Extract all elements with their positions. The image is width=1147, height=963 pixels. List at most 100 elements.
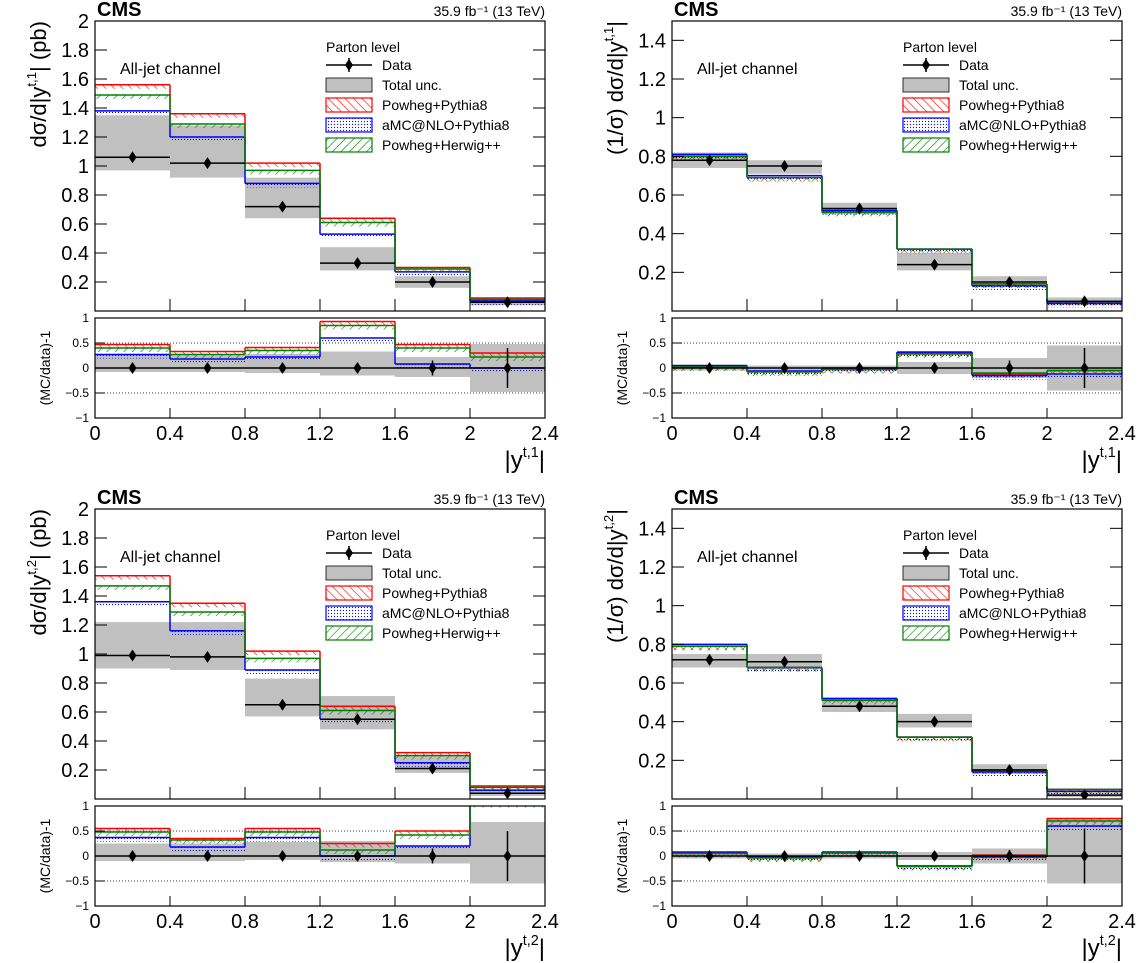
y-tick-label: 1 [78,156,89,178]
y-tick-label: 0.6 [638,673,666,695]
legend-entry: aMC@NLO+Pythia8 [325,117,510,133]
mc-band [95,84,170,89]
data-point [780,850,789,862]
legend-label: Data [959,57,989,73]
data-point [1080,362,1089,374]
legend-entry: Powheg+Herwig++ [325,625,501,641]
y-axis-label-part: | [603,21,628,27]
main-plot [672,152,1122,308]
mc-band [95,344,170,349]
y-tick-label: 1.4 [638,30,666,52]
y-tick-label: 2 [78,11,89,33]
y-axis-label-sup: t,1 [601,27,616,42]
mc-band [95,832,170,836]
ratio-y-tick-label: 1 [82,799,89,813]
mc-band [1047,826,1122,830]
legend-entry: Powheg+Herwig++ [902,625,1078,641]
y-axis-label-part: dσ/d|y [26,87,51,148]
x-axis-label: |yt,2| [505,933,545,962]
y-tick-label: 0.6 [61,214,89,236]
mc-band [95,585,170,590]
y-tick-label: 0.4 [61,731,89,753]
ratio-y-tick-label: 0 [659,361,666,375]
mc-band [245,828,320,833]
legend-label: Total unc. [959,77,1019,93]
ratio-y-tick-label: 0 [82,361,89,375]
x-tick-label: 2 [464,423,475,445]
x-axis-label: |yt,1| [505,445,545,474]
legend-label: aMC@NLO+Pythia8 [382,117,510,133]
y-tick-label: 0.2 [61,760,89,782]
legend-entry: aMC@NLO+Pythia8 [325,605,510,621]
y-tick-label: 1 [655,596,666,618]
mc-band [245,170,320,175]
x-axis-label-part: | [1116,935,1122,962]
data-point [930,715,939,728]
legend-title: Parton level [326,527,400,543]
y-axis-label: dσ/d|yt,2| (pb) [24,509,51,636]
ratio-y-tick-label: 0.5 [649,336,666,350]
mc-band [95,828,170,833]
y-tick-label: 1.2 [638,557,666,579]
luminosity-label: 35.9 fb⁻¹ (13 TeV) [434,491,545,507]
panel: 0.2 0.4 0.6 0.8 1 1.2 1.4 1.6 1.8 2 −1 −0.5 0 0.5 1 0 0.… [24,0,559,474]
mc-band [170,137,245,141]
ratio-y-tick-label: −0.5 [65,874,89,888]
ratio-y-tick-label: 1 [659,799,666,813]
ratio-plot [672,342,1122,394]
data-point [780,160,789,172]
x-tick-label: 0.4 [156,911,184,933]
ratio-y-tick-label: 0.5 [649,824,666,838]
mc-band [245,183,320,188]
mc-band [170,359,245,363]
x-axis-label-part: |y [1082,935,1100,962]
mc-band [245,350,320,355]
y-axis-label-part: | (pb) [26,21,51,72]
legend-symbol [922,547,930,559]
experiment-label: CMS [97,487,141,509]
legend-symbol [325,77,373,93]
legend-title: Parton level [326,39,400,55]
data-point [203,362,212,374]
mc-band [170,123,245,128]
x-tick-label: 1.2 [883,911,911,933]
x-tick-label: 2.4 [531,911,559,933]
legend-entry: Data [326,57,412,73]
x-tick-label: 1.6 [958,911,986,933]
mc-band [395,755,470,760]
mc-band [395,344,470,349]
legend-symbol [345,59,353,71]
x-tick-label: 1.6 [381,911,409,933]
mc-band [320,321,395,326]
legend-label: Total unc. [382,77,442,93]
legend-label: aMC@NLO+Pythia8 [959,117,1087,133]
mc-band [470,801,545,805]
mc-band [395,846,470,850]
legend-label: Powheg+Herwig++ [959,137,1078,153]
y-tick-label: 1.2 [638,69,666,91]
mc-band [320,843,395,848]
uncertainty-box [95,622,170,669]
mc-band [395,271,470,276]
x-tick-label: 0.8 [808,911,836,933]
x-tick-label: 1.6 [381,423,409,445]
ratio-y-tick-label: 1 [659,311,666,325]
x-tick-label: 1.2 [306,423,334,445]
ratio-y-tick-label: 0.5 [72,824,89,838]
x-tick-label: 0.4 [733,423,761,445]
mc-band [897,737,972,742]
legend-entry: Total unc. [902,565,1019,581]
legend-title: Parton level [903,527,977,543]
main-plot [672,643,1122,799]
legend-label: aMC@NLO+Pythia8 [959,605,1087,621]
mc-band [170,611,245,616]
mc-band [320,325,395,330]
legend-symbol [325,585,373,601]
mc-band [747,667,822,672]
y-tick-label: 1 [655,108,666,130]
mc-band [395,752,470,757]
ratio-y-tick-label: −0.5 [65,386,89,400]
y-tick-label: 0.8 [638,634,666,656]
y-axis-label: (1/σ) dσ/d|yt,2| [601,509,628,643]
y-axis-label-part: dσ/d|y [26,575,51,636]
